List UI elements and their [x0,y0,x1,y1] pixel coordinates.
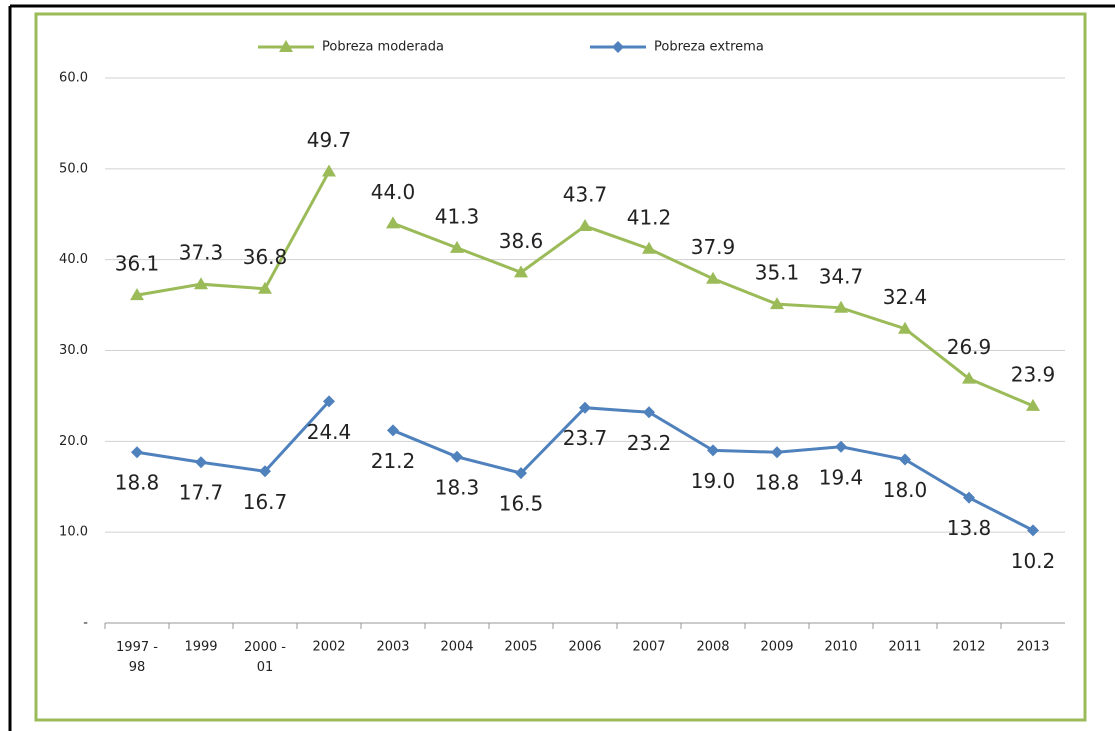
data-label: 16.5 [499,492,544,516]
marker [515,467,527,480]
marker [834,300,848,313]
data-label: 41.2 [627,205,672,229]
data-label: 37.9 [691,235,736,259]
y-tick-label: 30.0 [59,343,88,358]
x-tick-label: 1997 -98 [116,640,158,675]
x-tick-label: 2010 [824,640,857,655]
y-tick-label: 60.0 [59,71,88,86]
marker [259,465,271,478]
marker [450,240,464,253]
chart-border [34,12,1087,722]
marker [898,321,912,334]
marker [514,265,528,278]
data-label: 18.8 [115,471,160,495]
data-label: 19.0 [691,469,736,493]
y-tick-label: 20.0 [59,434,88,449]
marker [387,424,399,437]
data-label: 23.2 [627,431,672,455]
data-label: 24.4 [307,420,352,444]
data-label: 18.3 [435,475,480,499]
data-label: 36.8 [243,245,288,269]
data-label: 38.6 [499,229,544,253]
series-line [136,170,331,297]
data-label: 16.7 [243,490,288,514]
data-label: 13.8 [947,516,992,540]
y-tick-label: - [83,616,88,631]
marker [195,456,207,469]
marker [963,491,975,504]
marker [962,371,976,384]
marker [578,219,592,232]
data-label: 35.1 [755,261,800,285]
marker [323,395,335,408]
marker [643,406,655,419]
x-tick-label: 2012 [952,640,985,655]
marker [707,444,719,457]
data-label: 17.7 [179,481,224,505]
marker [194,277,208,290]
data-label: 49.7 [307,128,352,152]
y-tick-label: 50.0 [59,161,88,176]
marker [130,288,144,301]
marker [322,164,336,177]
x-tick-label: 2005 [504,640,537,655]
data-label: 34.7 [819,264,864,288]
x-tick-label: 2002 [312,640,345,655]
x-tick-label: 2009 [760,640,793,655]
series-line [136,400,331,473]
data-label: 44.0 [371,180,416,204]
data-label: 19.4 [819,465,864,489]
marker [451,450,463,463]
x-tick-label: 2007 [632,640,665,655]
marker [612,41,624,53]
data-label: 10.2 [1011,549,1056,573]
marker [386,216,400,229]
x-tick-label: 2004 [440,640,473,655]
data-label: 21.2 [371,449,416,473]
x-tick-label: 2003 [376,640,409,655]
legend-label: Pobreza extrema [654,40,764,55]
y-tick-label: 10.0 [59,525,88,540]
data-label: 23.7 [563,426,608,450]
x-tick-label: 2013 [1016,640,1049,655]
x-tick-label: 2008 [696,640,729,655]
y-tick-label: 40.0 [59,252,88,267]
legend-label: Pobreza moderada [322,40,444,55]
marker [131,446,143,459]
marker [279,40,293,52]
x-tick-label: 2006 [568,640,601,655]
data-label: 23.9 [1011,362,1056,386]
data-label: 37.3 [179,241,224,265]
data-label: 41.3 [435,204,480,228]
data-label: 32.4 [883,285,928,309]
marker [706,271,720,284]
marker [579,401,591,414]
data-label: 26.9 [947,335,992,359]
marker [835,440,847,453]
marker [642,241,656,254]
x-tick-label: 2011 [888,640,921,655]
marker [770,297,784,310]
marker [899,453,911,466]
x-tick-label: 1999 [184,640,217,655]
marker [1026,398,1040,411]
x-tick-label: 2000 -01 [244,640,286,675]
data-label: 43.7 [563,183,608,207]
marker [771,446,783,459]
data-label: 18.0 [883,478,928,502]
data-label: 18.8 [755,471,800,495]
data-label: 36.1 [115,252,160,276]
marker [1027,524,1039,537]
marker [258,281,272,294]
